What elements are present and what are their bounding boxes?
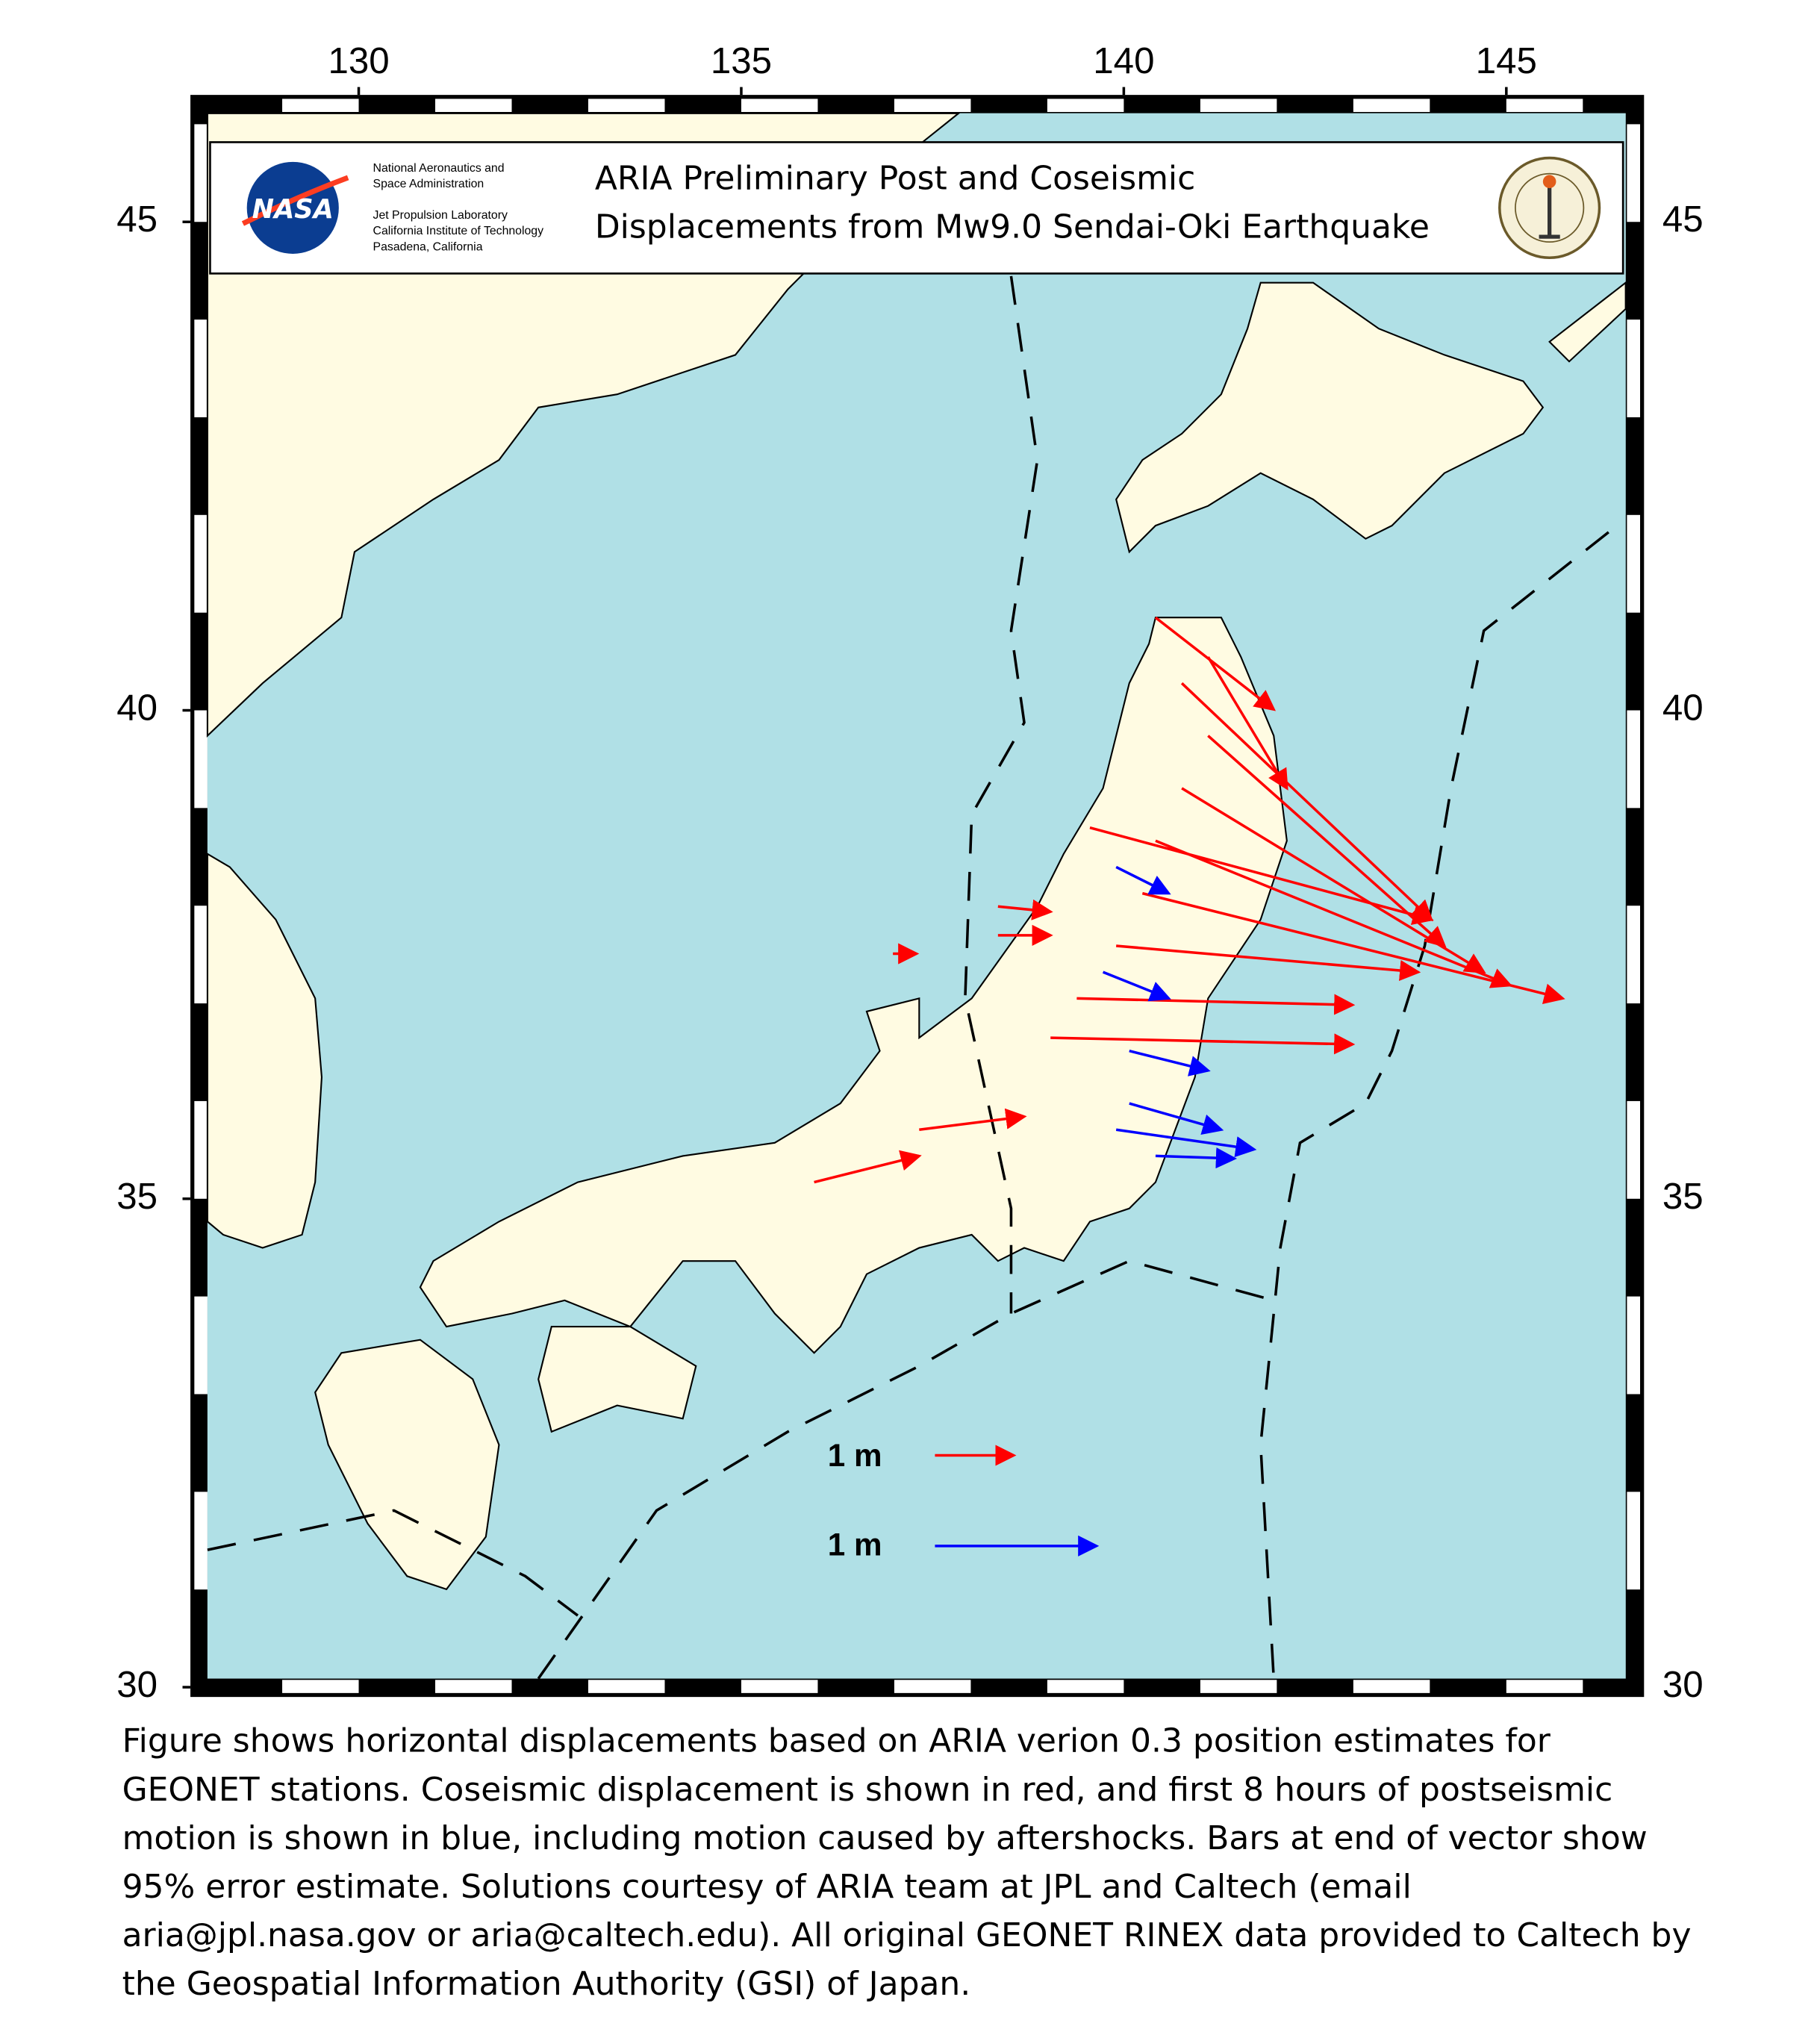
frame-segment (194, 514, 208, 613)
caption-line: GEONET stations. Coseismic displacement … (122, 1771, 1613, 1809)
hokkaido (1115, 281, 1545, 554)
trench (537, 1259, 1274, 1680)
nasa-logo (246, 161, 339, 254)
trench (207, 1509, 579, 1617)
frame-segment (1353, 99, 1430, 112)
frame-segment (194, 320, 208, 417)
frame-segment (894, 99, 971, 112)
frame-segment (194, 906, 208, 1004)
agency-line: Jet Propulsion Laboratory (373, 209, 508, 222)
kyushu (314, 1339, 500, 1591)
frame-band (194, 99, 1641, 1693)
frame-segment (1353, 1680, 1430, 1693)
frame-segment (1627, 1296, 1641, 1395)
frame-segment (588, 99, 665, 112)
agency-line: California Institute of Technology (373, 225, 544, 237)
caltech-torch (1539, 184, 1560, 239)
frame-segment (1627, 1492, 1641, 1590)
legend-label: 1 m (828, 1527, 882, 1562)
legend-label: 1 m (828, 1438, 882, 1473)
coseismic-vectors (814, 616, 1565, 1184)
nasa-wordmark: NASA (252, 194, 334, 225)
shikoku (537, 1326, 697, 1433)
lat-tick-label: 45 (116, 199, 158, 240)
frame-segment (588, 1680, 665, 1693)
honshu (419, 617, 1288, 1354)
caltech-flame (1542, 175, 1556, 189)
frame-segment (435, 99, 512, 112)
lat-tick-label: 45 (1662, 199, 1704, 240)
frame-segment (1627, 320, 1641, 417)
frame-segment (1047, 1680, 1124, 1693)
caption-line: Figure shows horizontal displacements ba… (122, 1722, 1551, 1760)
lat-tick-label: 35 (116, 1176, 158, 1217)
agency-line: Pasadena, California (373, 240, 483, 253)
lat-tick-label: 30 (116, 1664, 158, 1705)
postseismic-vectors (1102, 865, 1257, 1169)
frame-segment (741, 1680, 818, 1693)
title-line: Displacements from Mw9.0 Sendai-Oki Eart… (595, 208, 1430, 246)
lon-tick-label: 135 (711, 40, 772, 81)
lat-tick-label: 40 (116, 688, 158, 729)
frame-segment (1200, 99, 1277, 112)
korea (206, 853, 323, 1249)
caption-line: the Geospatial Information Authority (GS… (122, 1965, 971, 2003)
lat-tick-label: 40 (1662, 688, 1704, 729)
frame-segment (1627, 906, 1641, 1004)
caption-line: 95% error estimate. Solutions courtesy o… (122, 1868, 1412, 1906)
frame-segment (194, 124, 208, 222)
lat-tick-label: 35 (1662, 1176, 1704, 1217)
lon-tick-label: 140 (1093, 40, 1154, 81)
trench (964, 275, 1039, 1314)
frame-segment (282, 1680, 359, 1693)
lon-tick-label: 145 (1476, 40, 1537, 81)
lon-tick-label: 130 (328, 40, 389, 81)
frame-segment (194, 710, 208, 808)
frame-segment (194, 1296, 208, 1395)
frame-segment (1506, 99, 1583, 112)
caption-line: motion is shown in blue, including motio… (122, 1819, 1648, 1857)
caption-line: aria@jpl.nasa.gov or aria@caltech.edu). … (122, 1916, 1692, 1954)
frame-segment (1627, 1100, 1641, 1199)
map: NASA National Aeronautics and Space Admi… (190, 95, 1645, 1698)
caption: Figure shows horizontal displacements ba… (122, 1722, 1692, 2003)
lat-tick-label: 30 (1662, 1664, 1704, 1705)
frame-segment (282, 99, 359, 112)
nasa-swoosh (241, 175, 349, 226)
agency-line: National Aeronautics and (373, 162, 505, 175)
frame-segment (194, 1100, 208, 1199)
frame-segment (194, 1492, 208, 1590)
frame-segment (741, 99, 818, 112)
frame-segment (1627, 710, 1641, 808)
caltech-seal-ring (1515, 172, 1585, 243)
frame-segment (894, 1680, 971, 1693)
frame-segment (1200, 1680, 1277, 1693)
title-box (209, 141, 1624, 275)
frame-segment (1506, 1680, 1583, 1693)
title-line: ARIA Preliminary Post and Coseismic (595, 159, 1196, 197)
agency-line: Space Administration (373, 178, 484, 190)
sakhalin (1548, 281, 1627, 363)
frame-segment (1627, 514, 1641, 613)
frame-segment (1047, 99, 1124, 112)
frame-segment (435, 1680, 512, 1693)
tick-labels: 130 135 140 145 45 45 40 40 35 35 30 30 (116, 40, 1703, 1705)
frame-segment (1627, 124, 1641, 222)
